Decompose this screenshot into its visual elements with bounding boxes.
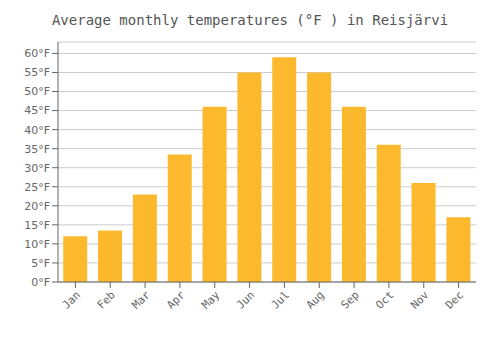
svg-text:Sep: Sep: [338, 288, 361, 311]
svg-text:Jan: Jan: [60, 288, 83, 311]
svg-text:Feb: Feb: [95, 288, 118, 311]
svg-text:Dec: Dec: [443, 288, 466, 311]
svg-text:35°F: 35°F: [24, 143, 50, 156]
svg-text:May: May: [199, 288, 223, 312]
html-text:Average monthly temperatures (: Average monthly temperatures (°F ) in Re…: [51, 12, 449, 28]
svg-text:30°F: 30°F: [24, 162, 50, 175]
svg-text:Jul: Jul: [269, 288, 292, 311]
svg-text:50°F: 50°F: [24, 85, 50, 98]
svg-text:45°F: 45°F: [24, 104, 50, 117]
svg-text:60°F: 60°F: [24, 47, 50, 60]
svg-text:Oct: Oct: [373, 288, 396, 311]
svg-text:5°F: 5°F: [31, 257, 50, 270]
svg-text:40°F: 40°F: [24, 124, 50, 137]
svg-text:Apr: Apr: [164, 288, 188, 312]
svg-text:20°F: 20°F: [24, 200, 50, 213]
svg-text:10°F: 10°F: [24, 238, 50, 251]
svg-text:Mar: Mar: [129, 288, 153, 312]
svg-text:Jun: Jun: [234, 288, 257, 311]
svg-text:0°F: 0°F: [31, 276, 50, 289]
svg-text:Nov: Nov: [408, 288, 432, 312]
svg-text:55°F: 55°F: [24, 66, 50, 79]
svg-text:25°F: 25°F: [24, 181, 50, 194]
svg-text:15°F: 15°F: [24, 219, 50, 232]
svg-text:Aug: Aug: [304, 288, 327, 311]
